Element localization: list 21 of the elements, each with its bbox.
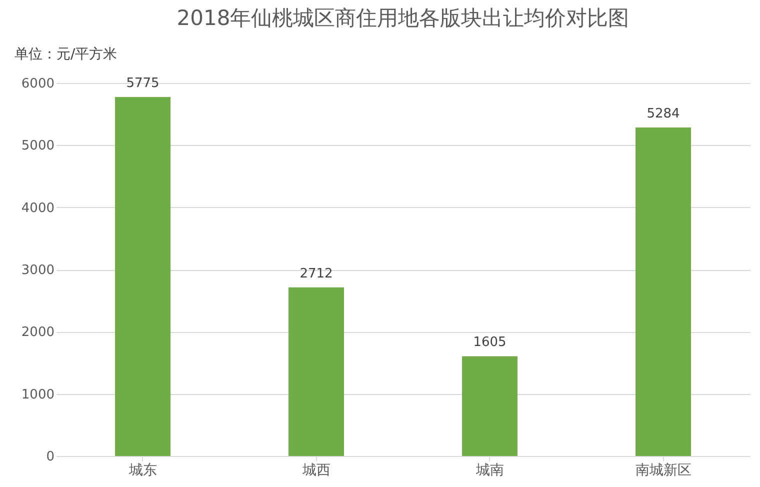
data-label: 5775 [126, 76, 160, 91]
y-axis-title: 单位：元/平方米 [14, 46, 118, 62]
bar [114, 96, 171, 456]
x-tick-label: 南城新区 [635, 462, 692, 478]
x-tick-label: 城西 [301, 462, 330, 478]
chart-title: 2018年仙桃城区商住用地各版块出让均价对比图 [176, 6, 630, 30]
y-tick-label: 6000 [21, 76, 54, 92]
y-tick-label: 1000 [21, 387, 54, 402]
bar [635, 128, 692, 456]
x-tick-label: 城南 [474, 462, 504, 478]
x-tick-label: 城东 [128, 462, 157, 478]
bar [288, 287, 344, 456]
y-tick-label: 3000 [21, 263, 54, 278]
y-tick-label: 5000 [21, 138, 54, 154]
y-tick-label: 4000 [21, 200, 54, 216]
data-label: 5284 [646, 106, 680, 122]
data-label: 1605 [473, 335, 506, 350]
y-tick-label: 0 [46, 450, 54, 464]
y-tick-label: 2000 [21, 325, 54, 340]
bar [462, 356, 518, 456]
data-label: 2712 [300, 266, 333, 282]
